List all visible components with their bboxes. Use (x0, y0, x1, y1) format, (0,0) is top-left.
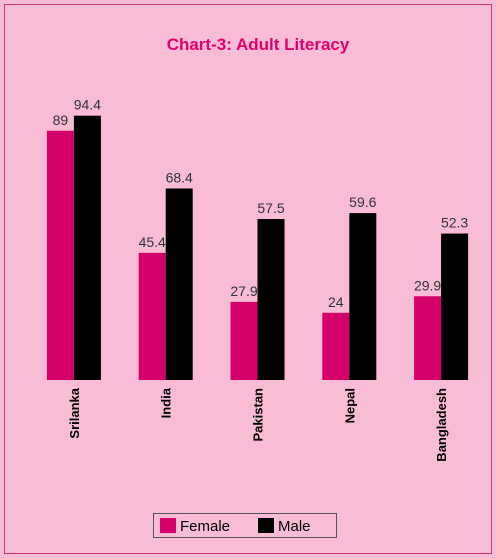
bar (257, 219, 285, 380)
bar (230, 301, 258, 380)
chart-title: Chart-3: Adult Literacy (167, 35, 350, 54)
bar (138, 252, 166, 380)
legend-box (153, 513, 337, 538)
chart-border (4, 4, 492, 554)
legend-swatch (258, 518, 274, 533)
data-label: 45.4 (139, 234, 166, 250)
legend-swatch (160, 518, 176, 533)
data-label: 57.5 (257, 200, 284, 216)
bar (414, 296, 442, 380)
bar (46, 130, 74, 380)
data-label: 29.9 (414, 277, 441, 293)
x-tick-label: India (159, 387, 174, 418)
data-label: 68.4 (166, 169, 193, 185)
data-label: 94.4 (74, 97, 101, 113)
data-label: 59.6 (349, 194, 376, 210)
bar (322, 312, 350, 380)
bar (349, 213, 377, 380)
bar (73, 115, 101, 381)
bar (165, 188, 193, 380)
x-tick-label: Srilanka (67, 387, 82, 438)
x-tick-label: Bangladesh (434, 388, 449, 462)
x-tick-label: Pakistan (251, 388, 266, 442)
data-label: 27.9 (230, 283, 257, 299)
legend-label: Male (278, 518, 311, 535)
x-tick-label: Nepal (342, 388, 357, 423)
bar (441, 233, 469, 380)
data-label: 52.3 (441, 215, 468, 231)
data-label: 24 (328, 294, 344, 310)
data-label: 89 (53, 112, 69, 128)
legend-label: Female (180, 518, 230, 535)
